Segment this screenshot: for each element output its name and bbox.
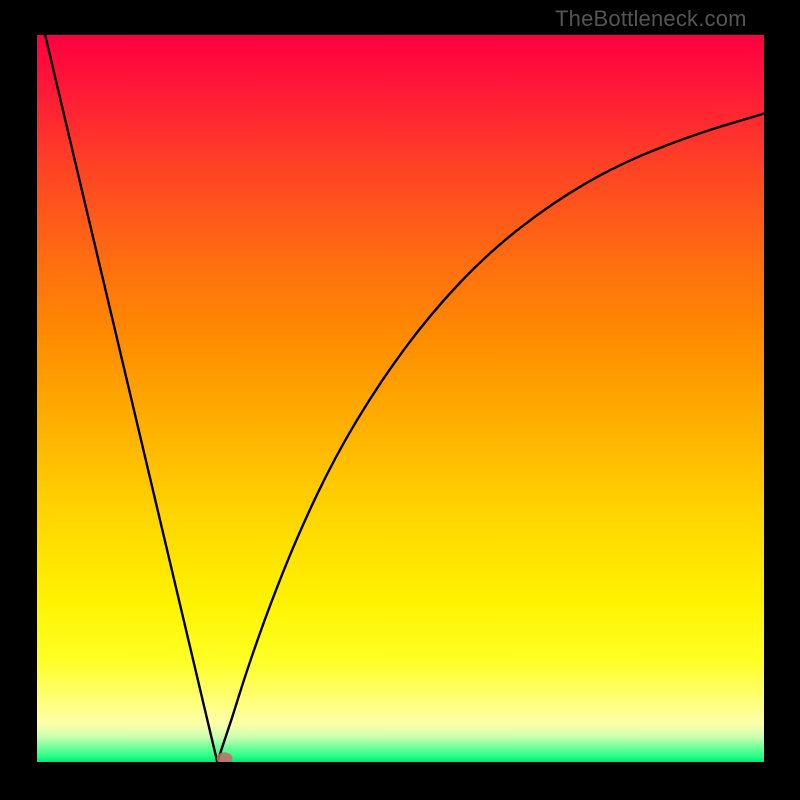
optimum-marker (217, 752, 233, 762)
watermark-text: TheBottleneck.com (555, 6, 747, 32)
plot-svg (37, 35, 764, 762)
gradient-background (37, 35, 764, 762)
plot-area (37, 35, 764, 762)
bottleneck-curve (44, 35, 764, 762)
